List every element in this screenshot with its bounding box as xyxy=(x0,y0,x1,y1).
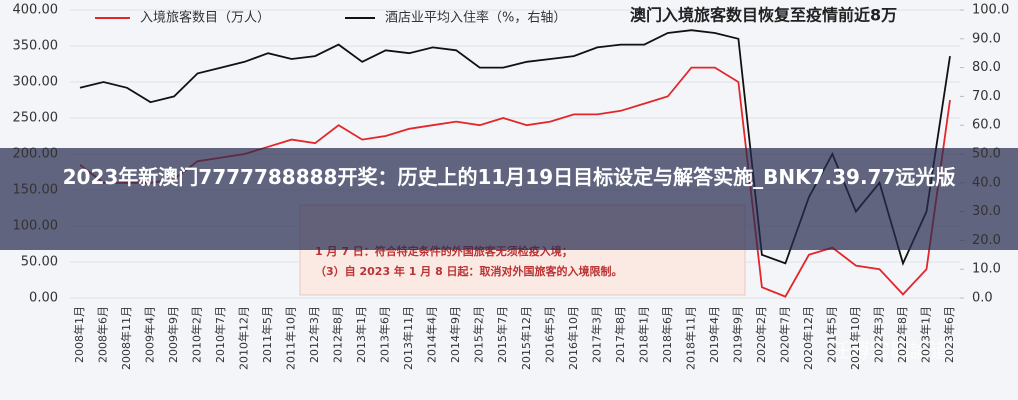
y2-tick-label: 30.0 xyxy=(972,204,1001,219)
legend-label: 入境旅客数目（万人） xyxy=(140,10,270,26)
x-tick-label: 2023年6月 xyxy=(942,306,956,363)
x-tick-label: 2008年6月 xyxy=(96,306,110,363)
x-tick-label: 2019年9月 xyxy=(730,306,744,363)
x-tick-label: 2018年6月 xyxy=(660,306,674,363)
y2-tick-label: 70.0 xyxy=(972,89,1001,104)
x-tick-label: 2011年10月 xyxy=(284,306,298,370)
x-tick-label: 2013年1月 xyxy=(354,306,368,363)
y2-tick-label: 10.0 xyxy=(972,262,1001,277)
x-tick-label: 2009年9月 xyxy=(166,306,180,363)
legend-label: 酒店业平均入住率（%，右轴） xyxy=(385,10,566,26)
banner-band xyxy=(0,148,1018,250)
x-tick-label: 2014年4月 xyxy=(425,306,439,363)
x-tick-label: 2018年1月 xyxy=(636,306,650,363)
banner-title: 2023年新澳门7777788888开奖：历史上的11月19日目标设定与解答实施… xyxy=(62,165,956,189)
x-tick-label: 2010年7月 xyxy=(213,306,227,363)
y2-tick-label: 50.0 xyxy=(972,147,1001,162)
y-tick-label: 50.00 xyxy=(21,255,58,270)
x-tick-label: 2016年5月 xyxy=(542,306,556,363)
x-tick-label: 2020年12月 xyxy=(801,306,815,370)
x-tick-label: 2013年6月 xyxy=(378,306,392,363)
x-tick-label: 2015年12月 xyxy=(519,306,533,370)
y2-tick-label: 60.0 xyxy=(972,118,1001,133)
y2-tick-label: 20.0 xyxy=(972,233,1001,248)
y2-tick-label: 80.0 xyxy=(972,60,1001,75)
y-tick-label: 0.00 xyxy=(29,291,58,306)
x-tick-label: 2022年3月 xyxy=(871,306,885,363)
x-tick-label: 2021年5月 xyxy=(824,306,838,363)
x-tick-label: 2012年3月 xyxy=(307,306,321,363)
y-tick-label: 200.00 xyxy=(13,147,59,162)
x-tick-label: 2014年9月 xyxy=(448,306,462,363)
x-tick-label: 2020年7月 xyxy=(777,306,791,363)
x-tick-label: 2019年4月 xyxy=(707,306,721,363)
y-tick-label: 250.00 xyxy=(13,111,59,126)
annotation: （3）自 2023 年 1 月 8 日起：取消对外国旅客的入境限制。 xyxy=(315,264,623,278)
x-tick-label: 2017年3月 xyxy=(589,306,603,363)
y-tick-label: 350.00 xyxy=(13,39,59,54)
x-tick-label: 2022年8月 xyxy=(895,306,909,363)
y-tick-label: 300.00 xyxy=(13,75,59,90)
y2-tick-label: 0.0 xyxy=(972,291,993,306)
x-tick-label: 2023年1月 xyxy=(918,306,932,363)
y2-tick-label: 90.0 xyxy=(972,31,1001,46)
x-tick-label: 2011年5月 xyxy=(260,306,274,363)
x-tick-label: 2015年7月 xyxy=(495,306,509,363)
y-tick-label: 150.00 xyxy=(13,183,59,198)
y2-tick-label: 40.0 xyxy=(972,175,1001,190)
x-tick-label: 2016年10月 xyxy=(566,306,580,370)
x-tick-label: 2018年11月 xyxy=(683,306,697,370)
x-tick-label: 2010年12月 xyxy=(237,306,251,370)
x-tick-label: 2009年4月 xyxy=(143,306,157,363)
banner-box: 2023年新澳门7777788888开奖：历史上的11月19日目标设定与解答实施… xyxy=(62,165,956,189)
watermark: 任博宏觀論道 xyxy=(830,339,950,363)
y2-tick-label: 100.0 xyxy=(972,3,1009,18)
x-tick-label: 2020年2月 xyxy=(754,306,768,363)
y-tick-label: 100.00 xyxy=(13,219,59,234)
x-tick-label: 2008年11月 xyxy=(119,306,133,370)
y-tick-label: 400.00 xyxy=(13,3,59,18)
x-tick-label: 2010年2月 xyxy=(190,306,204,363)
x-tick-label: 2013年11月 xyxy=(401,306,415,370)
x-tick-label: 2008年1月 xyxy=(72,306,86,363)
x-tick-label: 2015年2月 xyxy=(472,306,486,363)
x-tick-label: 2017年8月 xyxy=(613,306,627,363)
x-tick-label: 2012年8月 xyxy=(331,306,345,363)
chart-title: 澳门入境旅客数目恢复至疫情前近8万 xyxy=(630,6,897,25)
x-tick-label: 2021年10月 xyxy=(848,306,862,370)
